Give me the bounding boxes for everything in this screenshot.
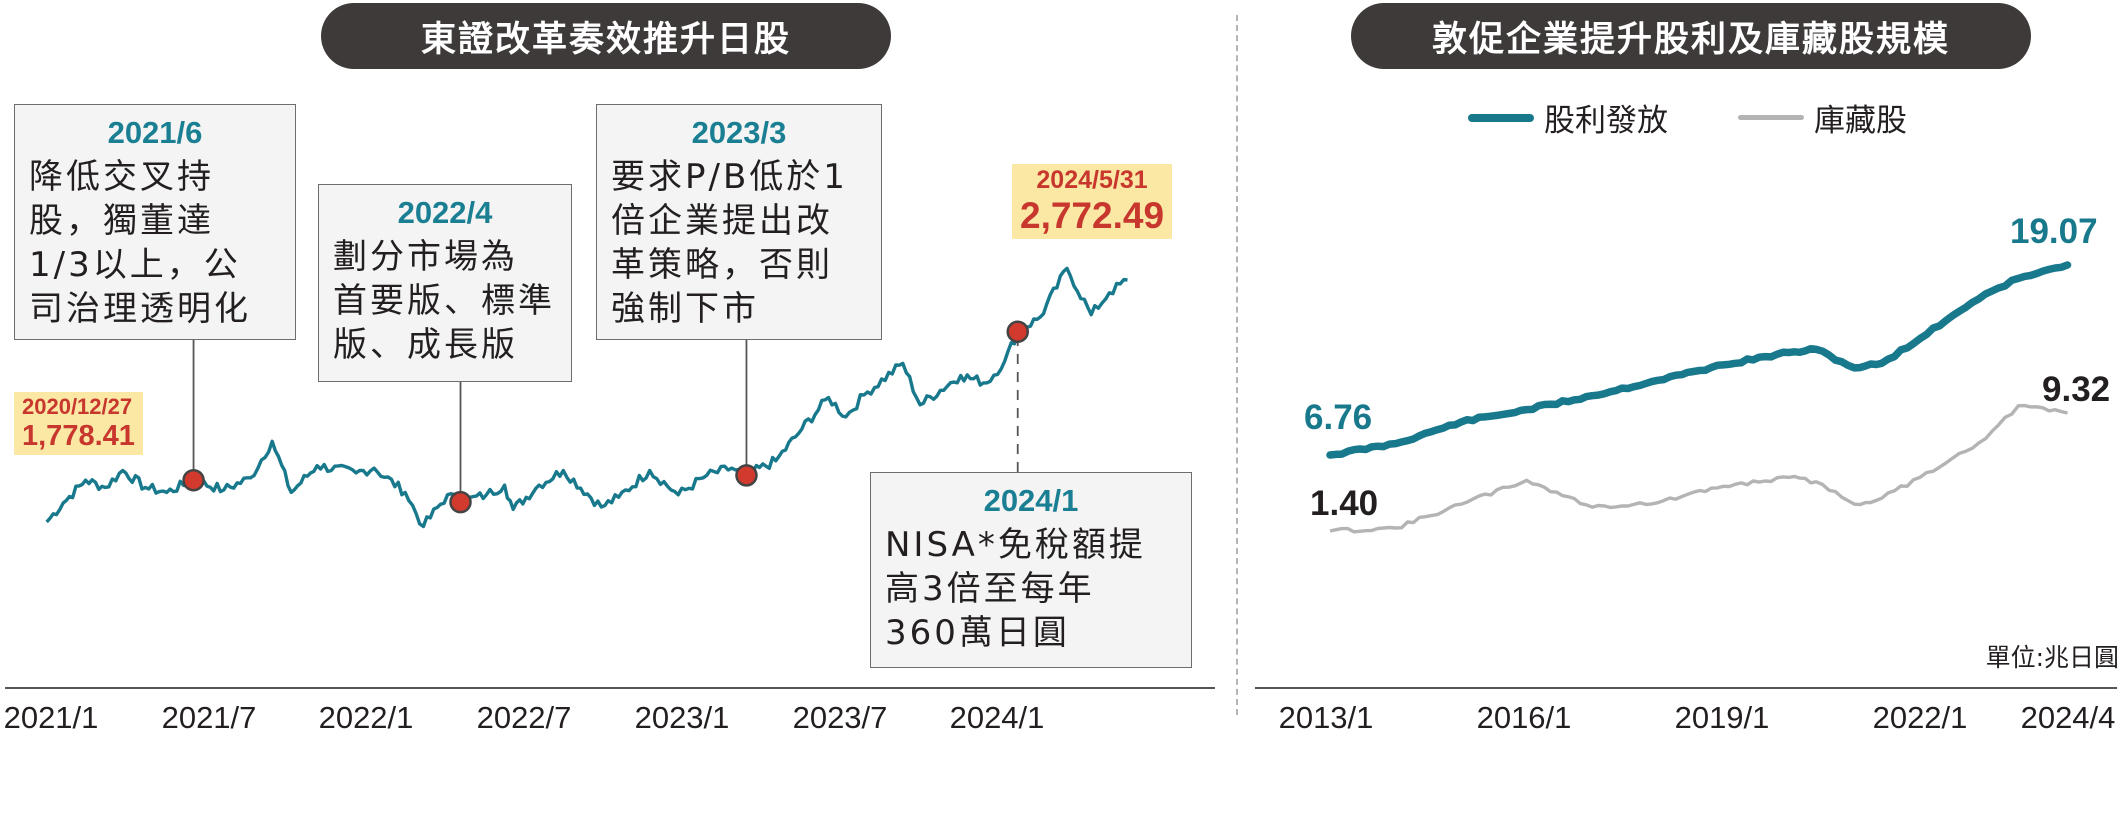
dividend-start-value: 6.76	[1304, 398, 1373, 437]
x-tick: 2024/4	[2020, 700, 2116, 735]
event-markers	[182, 320, 1029, 514]
event-line: 革策略，否則	[611, 245, 833, 285]
panel-divider	[1236, 15, 1238, 715]
event-line: 要求P/B低於1	[611, 157, 848, 197]
start-value: 1,778.41	[22, 420, 135, 452]
event-marker	[182, 468, 205, 492]
start-value-label: 2020/12/27 1,778.41	[14, 392, 143, 455]
event-marker	[1006, 320, 1029, 343]
x-tick: 2019/1	[1674, 700, 1770, 735]
legend-swatch	[1468, 113, 1534, 122]
legend-label: 股利發放	[1544, 103, 1668, 139]
x-tick: 2023/1	[634, 700, 730, 735]
buyback-start-value: 1.40	[1310, 484, 1379, 523]
start-date: 2020/12/27	[22, 394, 133, 419]
buyback-series-line	[1329, 403, 2068, 534]
event-line: 1/3以上，公	[29, 245, 241, 285]
event-date: 2022/4	[397, 195, 493, 230]
x-tick: 2022/7	[476, 700, 572, 735]
x-tick: 2013/1	[1278, 700, 1374, 735]
right-x-axis	[1255, 687, 2117, 689]
event-date: 2024/1	[983, 483, 1079, 518]
x-tick: 2024/1	[949, 700, 1045, 735]
left-panel-title: 東證改革奏效推升日股	[321, 3, 891, 69]
legend-swatch	[1738, 115, 1804, 120]
event-marker	[449, 490, 472, 514]
dividend-series-line	[1326, 261, 2072, 459]
x-tick: 2022/1	[318, 700, 414, 735]
event-text: 劃分市場為 首要版、標準 版、成長版	[333, 235, 557, 367]
event-box-2021-6: 2021/6 降低交叉持 股，獨董達 1/3以上，公 司治理透明化	[14, 104, 296, 340]
x-tick: 2022/1	[1872, 700, 1968, 735]
event-date: 2023/3	[691, 115, 787, 150]
event-line: NISA*免稅額提	[885, 525, 1146, 565]
x-tick: 2023/7	[792, 700, 888, 735]
event-box-2023-3: 2023/3 要求P/B低於1 倍企業提出改 革策略，否則 強制下市	[596, 104, 882, 340]
buyback-end-value: 9.32	[2042, 370, 2111, 409]
x-tick: 2021/1	[3, 700, 99, 735]
right-panel-title: 敦促企業提升股利及庫藏股規模	[1351, 3, 2031, 69]
topix-series-line	[45, 266, 1128, 529]
event-line: 360萬日圓	[885, 613, 1070, 653]
event-marker	[735, 464, 758, 487]
left-x-axis	[5, 687, 1215, 689]
event-text: 降低交叉持 股，獨董達 1/3以上，公 司治理透明化	[29, 155, 281, 331]
x-tick: 2021/7	[161, 700, 257, 735]
legend-label: 庫藏股	[1814, 103, 1907, 139]
event-line: 版、成長版	[333, 325, 518, 365]
event-line: 首要版、標準	[333, 281, 555, 321]
event-line: 高3倍至每年	[885, 569, 1095, 609]
event-text: NISA*免稅額提 高3倍至每年 360萬日圓	[885, 523, 1177, 655]
event-line: 強制下市	[611, 289, 759, 329]
event-box-2022-4: 2022/4 劃分市場為 首要版、標準 版、成長版	[318, 184, 572, 382]
x-tick: 2016/1	[1476, 700, 1572, 735]
event-line: 股，獨董達	[29, 201, 214, 241]
event-line: 倍企業提出改	[611, 201, 833, 241]
end-value: 2,772.49	[1020, 195, 1165, 236]
end-date: 2024/5/31	[1036, 166, 1148, 194]
event-box-2024-1: 2024/1 NISA*免稅額提 高3倍至每年 360萬日圓	[870, 472, 1192, 668]
event-line: 降低交叉持	[29, 157, 214, 197]
legend-buyback: 庫藏股	[1738, 95, 1907, 140]
legend-dividend: 股利發放	[1468, 95, 1668, 140]
dividend-end-value: 19.07	[2010, 212, 2098, 251]
event-line: 司治理透明化	[29, 289, 251, 329]
unit-label: 單位:兆日圓	[1985, 643, 2119, 672]
event-date: 2021/6	[107, 115, 203, 150]
annotation-connectors	[192, 331, 1019, 503]
end-value-label: 2024/5/31 2,772.49	[1012, 164, 1173, 239]
event-line: 劃分市場為	[333, 237, 518, 277]
event-text: 要求P/B低於1 倍企業提出改 革策略，否則 強制下市	[611, 155, 867, 331]
